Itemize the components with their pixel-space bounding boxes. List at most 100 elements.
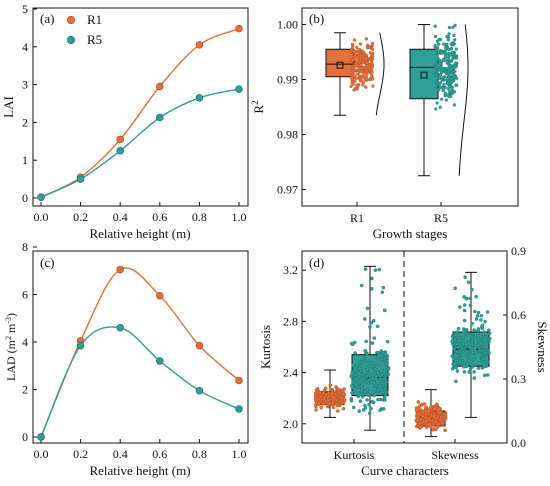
panel-d-skewness-r5-point bbox=[481, 357, 486, 361]
panel-d-skewness-r5-point bbox=[454, 356, 458, 361]
panel-b-r1-point bbox=[360, 54, 364, 58]
panel-c-point-r1 bbox=[195, 341, 204, 350]
panel-d-kurtosis-r5-point bbox=[382, 367, 387, 372]
panel-d-skewness-r5-point bbox=[461, 327, 466, 331]
panel-b-r1-point bbox=[360, 69, 364, 74]
panel-a-xtick-label: 0.4 bbox=[113, 210, 128, 224]
panel-d-kurtosis-r5-point bbox=[365, 398, 369, 402]
legend-label-r5: R5 bbox=[87, 32, 102, 47]
panel-a-point-r1 bbox=[116, 135, 124, 144]
panel-b-xtick-label: R1 bbox=[350, 211, 364, 225]
panel-b-r5-point bbox=[444, 98, 449, 102]
panel-b-r5-point bbox=[452, 103, 457, 107]
panel-b-r5-point bbox=[433, 43, 437, 48]
panel-b-r1-point bbox=[371, 84, 375, 88]
panel-b-r1-point bbox=[352, 49, 356, 53]
panel-b-r1-point bbox=[355, 45, 359, 50]
panel-d-skewness-r5-point bbox=[470, 365, 475, 369]
panel-b-r1-point bbox=[367, 56, 372, 61]
panel-d-skewness-r5-point bbox=[473, 309, 477, 314]
panel-b-r5-point bbox=[451, 50, 455, 54]
panel-d-ytick-label-right: 0.6 bbox=[511, 308, 526, 322]
panel-d-kurtosis-r5-point bbox=[360, 372, 365, 377]
panel-d-skewness-r5-point bbox=[450, 339, 454, 344]
panel-d-kurtosis-r5-point bbox=[380, 373, 384, 377]
panel-c-xtick-label: 0.4 bbox=[113, 447, 128, 461]
panel-c: (c) LAD (m2 m-3) Relative height (m) 0.0… bbox=[4, 240, 249, 478]
panel-d-skewness-r1-point bbox=[428, 424, 432, 428]
panel-b-r5-point bbox=[451, 25, 455, 30]
panel-b-r5-point bbox=[447, 68, 451, 72]
panel-d-kurtosis-r5-point bbox=[372, 336, 377, 340]
panel-d-skewness-r5-point bbox=[456, 345, 460, 350]
panel-d-kurtosis-r1-point bbox=[342, 387, 346, 391]
panel-b-r5-point bbox=[438, 61, 443, 66]
panel-d-kurtosis-r5-point bbox=[368, 380, 373, 384]
panel-d-kurtosis-r1-point bbox=[317, 401, 321, 406]
panel-d-skewness-r5-point bbox=[473, 332, 477, 336]
panel-b-r1-point bbox=[368, 77, 372, 82]
panel-c-point-r5 bbox=[76, 341, 85, 350]
panel-d-skewness-r5-point bbox=[468, 303, 473, 308]
panel-d-skewness-r5-point bbox=[480, 366, 484, 370]
panel-b-r5-point bbox=[436, 63, 440, 67]
panel-d-kurtosis-r5-point bbox=[363, 317, 367, 321]
panel-d-kurtosis-r5-point bbox=[359, 283, 364, 288]
panel-a-line-r5 bbox=[40, 88, 240, 198]
panel-a-xtick-label: 0.8 bbox=[192, 210, 207, 224]
panel-d-skewness-r5-point bbox=[472, 376, 477, 380]
panel-d-skewness-r1-point bbox=[425, 422, 430, 427]
panel-b-r5-point bbox=[443, 85, 447, 90]
panel-b-r1-point bbox=[364, 56, 369, 61]
panel-d-skewness-r5-point bbox=[472, 357, 477, 361]
panel-d-kurtosis-r5-point bbox=[376, 389, 381, 394]
panel-d-kurtosis-r5-point bbox=[367, 411, 372, 416]
panel-a-line-r1 bbox=[40, 28, 240, 198]
panel-d-kurtosis-r1-point bbox=[326, 395, 331, 399]
panel-d-kurtosis-r5-point bbox=[383, 375, 387, 380]
panel-d-skewness-r5-point bbox=[459, 347, 464, 352]
panel-b-r5-point bbox=[448, 94, 453, 99]
panel-d-kurtosis-r1-point bbox=[341, 391, 345, 396]
panel-a-label: (a) bbox=[40, 11, 54, 26]
panel-d-kurtosis-r5-point bbox=[373, 386, 377, 391]
panel-d-kurtosis-r5-point bbox=[384, 380, 389, 384]
panel-d-skewness-r5-point bbox=[476, 310, 481, 315]
legend-marker-r1 bbox=[67, 15, 76, 24]
panel-a-ytick-label: 2 bbox=[22, 115, 28, 129]
panel-b-r5-point bbox=[445, 42, 449, 47]
panel-c-xlabel: Relative height (m) bbox=[89, 463, 190, 478]
panel-b-r5-point bbox=[434, 48, 439, 52]
panel-c-point-r1 bbox=[116, 265, 124, 274]
panel-d-kurtosis-r5-point bbox=[379, 363, 383, 368]
panel-d-skewness-r5-point bbox=[462, 318, 467, 323]
panel-b-r1-point bbox=[350, 77, 354, 82]
panel-a-xtick-label: 0.6 bbox=[152, 210, 167, 224]
panel-b-r5-point bbox=[433, 34, 438, 39]
panel-d-skewness-r5-point bbox=[454, 365, 458, 370]
panel-b-r5-point bbox=[450, 89, 454, 93]
panel-d-kurtosis-r5-point bbox=[375, 324, 380, 329]
panel-d-kurtosis-r5-point bbox=[350, 384, 354, 388]
panel-b-r1-point bbox=[355, 59, 360, 63]
panel-c-ytick-label: 2 bbox=[22, 383, 28, 397]
panel-b-r5-point bbox=[437, 57, 441, 62]
panel-d-skewness-r5-point bbox=[486, 328, 491, 332]
panel-d-skewness-r5-point bbox=[450, 334, 455, 338]
panel-b-r1-point bbox=[365, 72, 369, 76]
panel-d-skewness-r1-point bbox=[432, 414, 436, 419]
panel-a-point-r5 bbox=[37, 193, 45, 201]
panel-d-skewness-r5-point bbox=[460, 361, 465, 365]
panel-c-xtick-label: 0.6 bbox=[152, 447, 167, 461]
panel-d-kurtosis-r1-point bbox=[334, 392, 338, 397]
panel-d-skewness-r5-point bbox=[454, 379, 458, 384]
panel-b-r1-point bbox=[352, 88, 356, 92]
panel-b-r5-point bbox=[449, 63, 453, 68]
panel-d-kurtosis-r5-point bbox=[361, 376, 366, 380]
panel-d-skewness-r5-point bbox=[468, 296, 473, 301]
panel-a-ytick-label: 0 bbox=[22, 191, 28, 205]
panel-d-kurtosis-r5-point bbox=[373, 367, 378, 372]
panel-d-kurtosis-r5-point bbox=[382, 387, 387, 391]
panel-d-skewness-r1-point bbox=[416, 400, 421, 404]
panel-c-point-r5 bbox=[116, 324, 124, 332]
